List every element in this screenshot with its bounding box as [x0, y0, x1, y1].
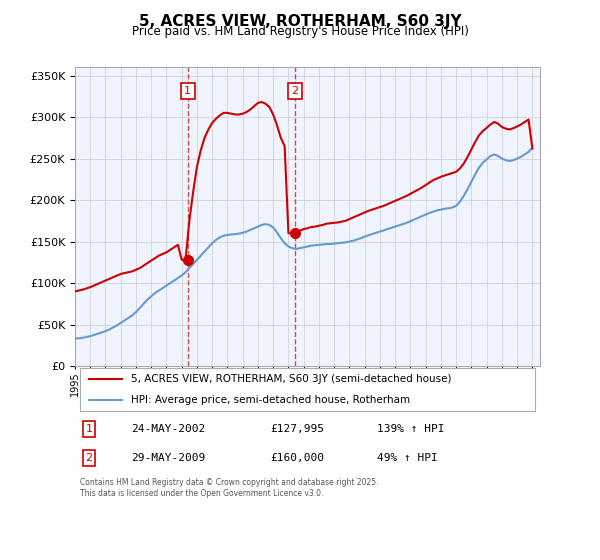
Text: £160,000: £160,000: [270, 453, 324, 463]
Text: 1: 1: [184, 86, 191, 96]
Text: 2: 2: [291, 86, 298, 96]
Text: 49% ↑ HPI: 49% ↑ HPI: [377, 453, 438, 463]
Text: 29-MAY-2009: 29-MAY-2009: [131, 453, 205, 463]
Text: 1: 1: [85, 424, 92, 434]
Text: 5, ACRES VIEW, ROTHERHAM, S60 3JY (semi-detached house): 5, ACRES VIEW, ROTHERHAM, S60 3JY (semi-…: [131, 374, 451, 384]
Text: Contains HM Land Registry data © Crown copyright and database right 2025.
This d: Contains HM Land Registry data © Crown c…: [80, 478, 378, 497]
Text: £127,995: £127,995: [270, 424, 324, 434]
Text: 24-MAY-2002: 24-MAY-2002: [131, 424, 205, 434]
Text: 2: 2: [85, 453, 92, 463]
Text: 5, ACRES VIEW, ROTHERHAM, S60 3JY: 5, ACRES VIEW, ROTHERHAM, S60 3JY: [139, 14, 461, 29]
Text: HPI: Average price, semi-detached house, Rotherham: HPI: Average price, semi-detached house,…: [131, 395, 410, 405]
FancyBboxPatch shape: [80, 368, 535, 410]
Text: 139% ↑ HPI: 139% ↑ HPI: [377, 424, 445, 434]
Text: Price paid vs. HM Land Registry's House Price Index (HPI): Price paid vs. HM Land Registry's House …: [131, 25, 469, 38]
